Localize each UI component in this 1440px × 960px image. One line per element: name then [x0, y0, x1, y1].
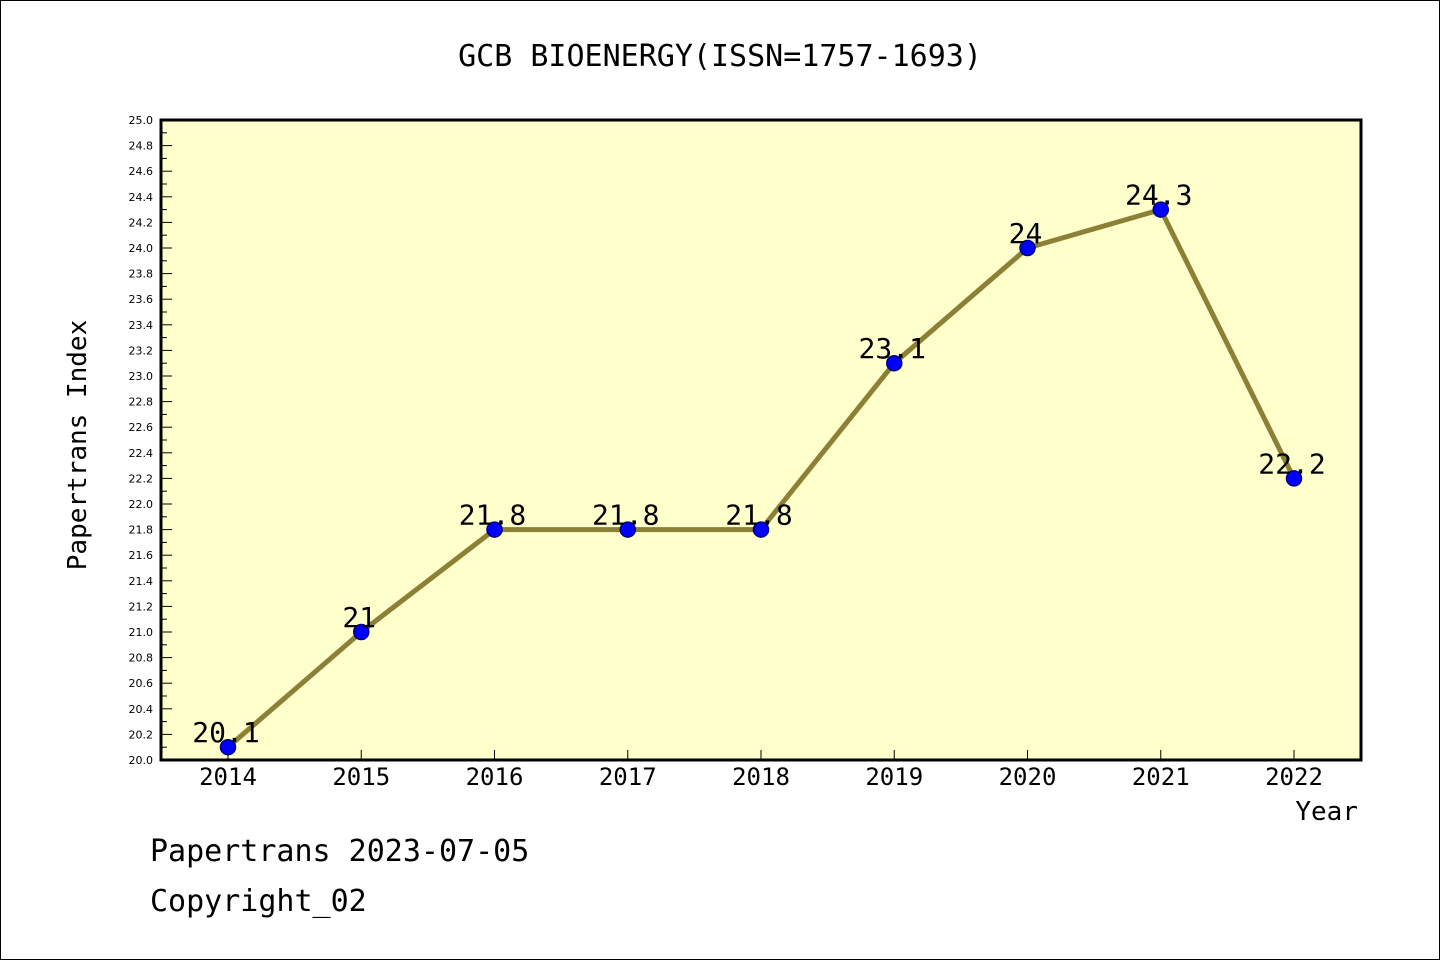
y-tick-label: 22.0 — [129, 498, 154, 511]
data-point-2022 — [1285, 470, 1303, 487]
y-tick-label: 24.2 — [129, 216, 154, 229]
plot-area — [159, 118, 1363, 762]
y-tick-label: 24.0 — [129, 242, 154, 255]
y-tick-label: 25.0 — [129, 114, 154, 127]
data-label-2019: 23.1 — [859, 332, 926, 365]
y-tick-label: 20.0 — [129, 754, 154, 767]
data-label-2022: 22.2 — [1258, 447, 1325, 480]
footer-copyright: Copyright_02 — [150, 884, 367, 919]
data-label-2017: 21.8 — [592, 499, 659, 532]
y-tick-label: 23.2 — [129, 344, 154, 357]
x-tick-label: 2022 — [1265, 763, 1323, 791]
x-tick-label: 2021 — [1132, 763, 1190, 791]
data-point-2020 — [1019, 239, 1036, 257]
y-tick-label: 24.6 — [129, 165, 154, 178]
y-tick-label: 23.0 — [129, 370, 154, 383]
y-axis-label: Papertrans Index — [63, 320, 93, 570]
data-point-2014 — [219, 738, 237, 756]
y-tick-label: 21.4 — [129, 575, 154, 588]
x-axis-label: Year — [1295, 797, 1358, 827]
y-tick-label: 22.4 — [129, 447, 154, 460]
data-label-2014: 20.1 — [192, 716, 259, 749]
series-markers — [219, 201, 1303, 756]
y-tick-label: 22.8 — [129, 396, 154, 409]
chart-title: GCB BIOENERGY(ISSN=1757-1693) — [458, 39, 982, 74]
y-tick-label: 22.6 — [129, 421, 154, 434]
y-tick-label: 21.0 — [129, 626, 154, 639]
data-point-2019 — [886, 354, 903, 372]
y-tick-label: 21.8 — [129, 524, 154, 537]
x-tick-label: 2014 — [199, 763, 257, 791]
y-tick-label: 21.2 — [129, 600, 154, 613]
y-tick-label: 20.2 — [129, 728, 154, 741]
data-label-2016: 21.8 — [459, 499, 526, 532]
x-tick-label: 2018 — [732, 763, 790, 791]
data-label-2021: 24.3 — [1125, 179, 1192, 212]
y-tick-label: 23.8 — [129, 268, 154, 281]
x-tick-label: 2019 — [865, 763, 923, 791]
data-point-2015 — [353, 623, 370, 641]
footer-source: Papertrans 2023-07-05 — [150, 834, 530, 869]
data-point-2016 — [486, 521, 503, 538]
x-tick-label: 2015 — [332, 763, 390, 791]
y-tick-label: 21.6 — [129, 549, 154, 562]
y-tick-label: 23.4 — [129, 319, 154, 332]
x-tick-label: 2016 — [466, 763, 524, 791]
x-axis: 2014 2015 2016 2017 2018 2019 2020 2021 2022 — [199, 750, 1323, 791]
data-labels: 20.1 21 21.8 21.8 21.8 23.1 24 24.3 22.2 — [192, 179, 1325, 750]
y-tick-label: 24.8 — [129, 140, 154, 153]
y-tick-label: 20.6 — [129, 677, 154, 690]
x-tick-label: 2020 — [999, 763, 1057, 791]
y-tick-label: 20.4 — [129, 703, 154, 716]
data-point-2018 — [752, 521, 770, 538]
y-tick-label: 24.4 — [129, 191, 154, 204]
y-axis: 20.0 20.2 20.4 20.6 20.8 21.0 21.2 21.4 21.6 21.8… — [129, 114, 172, 767]
data-point-2021 — [1152, 201, 1169, 218]
data-label-2020: 24 — [1009, 217, 1043, 250]
y-tick-label: 23.6 — [129, 293, 154, 306]
data-label-2015: 21 — [342, 601, 376, 634]
y-tick-label: 22.2 — [129, 472, 154, 485]
data-point-2017 — [619, 521, 636, 538]
data-label-2018: 21.8 — [725, 499, 792, 532]
x-tick-label: 2017 — [599, 763, 657, 791]
y-tick-label: 20.8 — [129, 652, 154, 665]
